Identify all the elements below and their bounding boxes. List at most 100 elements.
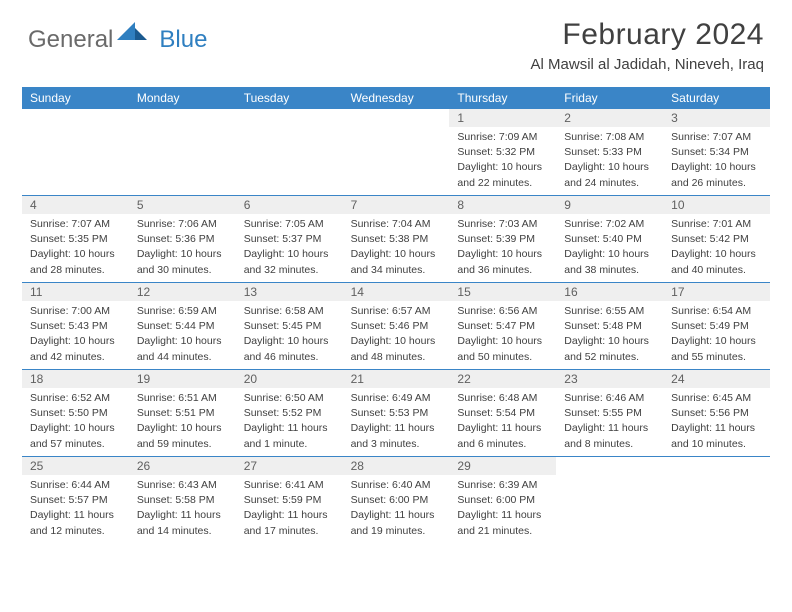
calendar-cell: .	[129, 109, 236, 195]
cell-line-sunset: Sunset: 5:43 PM	[30, 319, 121, 334]
cell-line-sunrise: Sunrise: 6:56 AM	[457, 304, 548, 319]
cell-line-sunrise: Sunrise: 6:48 AM	[457, 391, 548, 406]
calendar-cell: 19Sunrise: 6:51 AMSunset: 5:51 PMDayligh…	[129, 370, 236, 456]
cell-line-sunset: Sunset: 5:45 PM	[244, 319, 335, 334]
calendar-cell: 16Sunrise: 6:55 AMSunset: 5:48 PMDayligh…	[556, 283, 663, 369]
cell-body: Sunrise: 7:01 AMSunset: 5:42 PMDaylight:…	[663, 214, 770, 282]
calendar-week: 4Sunrise: 7:07 AMSunset: 5:35 PMDaylight…	[22, 196, 770, 283]
cell-line-sunrise: Sunrise: 7:04 AM	[351, 217, 442, 232]
calendar-cell: 11Sunrise: 7:00 AMSunset: 5:43 PMDayligh…	[22, 283, 129, 369]
cell-line-daylight1: Daylight: 10 hours	[457, 160, 548, 175]
cell-line-sunset: Sunset: 6:00 PM	[457, 493, 548, 508]
cell-line-daylight2: and 22 minutes.	[457, 176, 548, 191]
cell-line-daylight2: and 52 minutes.	[564, 350, 655, 365]
calendar-cell: 25Sunrise: 6:44 AMSunset: 5:57 PMDayligh…	[22, 457, 129, 543]
location-text: Al Mawsil al Jadidah, Nineveh, Iraq	[531, 56, 764, 73]
cell-date: 6	[236, 196, 343, 214]
calendar-cell: 22Sunrise: 6:48 AMSunset: 5:54 PMDayligh…	[449, 370, 556, 456]
calendar-cell: 17Sunrise: 6:54 AMSunset: 5:49 PMDayligh…	[663, 283, 770, 369]
calendar-cell: 2Sunrise: 7:08 AMSunset: 5:33 PMDaylight…	[556, 109, 663, 195]
cell-line-daylight1: Daylight: 10 hours	[30, 247, 121, 262]
cell-line-daylight1: Daylight: 11 hours	[457, 508, 548, 523]
cell-date: 1	[449, 109, 556, 127]
cell-date: 19	[129, 370, 236, 388]
calendar-cell: 29Sunrise: 6:39 AMSunset: 6:00 PMDayligh…	[449, 457, 556, 543]
cell-line-sunrise: Sunrise: 6:39 AM	[457, 478, 548, 493]
cell-line-daylight1: Daylight: 10 hours	[244, 334, 335, 349]
logo-text-blue: Blue	[159, 26, 207, 54]
cell-line-sunrise: Sunrise: 7:01 AM	[671, 217, 762, 232]
cell-date: 28	[343, 457, 450, 475]
cell-body: Sunrise: 6:46 AMSunset: 5:55 PMDaylight:…	[556, 388, 663, 456]
cell-date: 23	[556, 370, 663, 388]
cell-body: Sunrise: 6:39 AMSunset: 6:00 PMDaylight:…	[449, 475, 556, 543]
cell-body: Sunrise: 6:44 AMSunset: 5:57 PMDaylight:…	[22, 475, 129, 543]
cell-line-daylight1: Daylight: 11 hours	[351, 508, 442, 523]
cell-line-daylight1: Daylight: 10 hours	[671, 247, 762, 262]
cell-line-sunrise: Sunrise: 7:00 AM	[30, 304, 121, 319]
cell-line-sunset: Sunset: 5:39 PM	[457, 232, 548, 247]
cell-line-sunrise: Sunrise: 6:54 AM	[671, 304, 762, 319]
cell-line-sunset: Sunset: 5:40 PM	[564, 232, 655, 247]
cell-line-sunrise: Sunrise: 7:07 AM	[30, 217, 121, 232]
calendar-cell: 26Sunrise: 6:43 AMSunset: 5:58 PMDayligh…	[129, 457, 236, 543]
cell-line-daylight1: Daylight: 11 hours	[564, 421, 655, 436]
cell-line-sunset: Sunset: 5:58 PM	[137, 493, 228, 508]
cell-date: 10	[663, 196, 770, 214]
cell-date: 24	[663, 370, 770, 388]
cell-body: Sunrise: 6:49 AMSunset: 5:53 PMDaylight:…	[343, 388, 450, 456]
calendar-cell: 21Sunrise: 6:49 AMSunset: 5:53 PMDayligh…	[343, 370, 450, 456]
cell-line-sunrise: Sunrise: 6:44 AM	[30, 478, 121, 493]
cell-body: Sunrise: 6:59 AMSunset: 5:44 PMDaylight:…	[129, 301, 236, 369]
cell-line-daylight2: and 10 minutes.	[671, 437, 762, 452]
cell-line-daylight2: and 57 minutes.	[30, 437, 121, 452]
day-header: Sunday	[22, 87, 129, 109]
cell-line-sunset: Sunset: 5:38 PM	[351, 232, 442, 247]
cell-line-sunrise: Sunrise: 6:46 AM	[564, 391, 655, 406]
cell-body: Sunrise: 6:45 AMSunset: 5:56 PMDaylight:…	[663, 388, 770, 456]
cell-line-sunset: Sunset: 5:54 PM	[457, 406, 548, 421]
cell-body: Sunrise: 6:50 AMSunset: 5:52 PMDaylight:…	[236, 388, 343, 456]
cell-line-daylight1: Daylight: 11 hours	[244, 508, 335, 523]
calendar-cell: 20Sunrise: 6:50 AMSunset: 5:52 PMDayligh…	[236, 370, 343, 456]
cell-line-sunrise: Sunrise: 6:49 AM	[351, 391, 442, 406]
cell-line-daylight1: Daylight: 10 hours	[137, 334, 228, 349]
calendar-cell: .	[236, 109, 343, 195]
calendar-week: 25Sunrise: 6:44 AMSunset: 5:57 PMDayligh…	[22, 457, 770, 543]
cell-body: Sunrise: 6:48 AMSunset: 5:54 PMDaylight:…	[449, 388, 556, 456]
cell-line-sunrise: Sunrise: 6:57 AM	[351, 304, 442, 319]
logo-text-general: General	[28, 26, 113, 54]
cell-line-sunset: Sunset: 5:44 PM	[137, 319, 228, 334]
calendar-cell: 27Sunrise: 6:41 AMSunset: 5:59 PMDayligh…	[236, 457, 343, 543]
calendar-cell: 18Sunrise: 6:52 AMSunset: 5:50 PMDayligh…	[22, 370, 129, 456]
cell-body: Sunrise: 6:41 AMSunset: 5:59 PMDaylight:…	[236, 475, 343, 543]
cell-line-daylight2: and 46 minutes.	[244, 350, 335, 365]
calendar-cell: .	[556, 457, 663, 543]
cell-line-daylight1: Daylight: 10 hours	[137, 421, 228, 436]
cell-body: Sunrise: 7:04 AMSunset: 5:38 PMDaylight:…	[343, 214, 450, 282]
cell-line-daylight1: Daylight: 10 hours	[137, 247, 228, 262]
cell-line-daylight2: and 36 minutes.	[457, 263, 548, 278]
day-header: Tuesday	[236, 87, 343, 109]
cell-line-daylight1: Daylight: 11 hours	[244, 421, 335, 436]
cell-line-sunset: Sunset: 5:34 PM	[671, 145, 762, 160]
cell-line-sunrise: Sunrise: 7:02 AM	[564, 217, 655, 232]
calendar-cell: 14Sunrise: 6:57 AMSunset: 5:46 PMDayligh…	[343, 283, 450, 369]
calendar-cell: 12Sunrise: 6:59 AMSunset: 5:44 PMDayligh…	[129, 283, 236, 369]
day-header: Saturday	[663, 87, 770, 109]
cell-date: 5	[129, 196, 236, 214]
cell-line-sunrise: Sunrise: 6:45 AM	[671, 391, 762, 406]
cell-line-sunset: Sunset: 6:00 PM	[351, 493, 442, 508]
calendar-cell: 5Sunrise: 7:06 AMSunset: 5:36 PMDaylight…	[129, 196, 236, 282]
cell-line-sunset: Sunset: 5:42 PM	[671, 232, 762, 247]
cell-date: 15	[449, 283, 556, 301]
cell-body: Sunrise: 7:05 AMSunset: 5:37 PMDaylight:…	[236, 214, 343, 282]
cell-line-daylight2: and 50 minutes.	[457, 350, 548, 365]
cell-date: 3	[663, 109, 770, 127]
cell-body: Sunrise: 6:40 AMSunset: 6:00 PMDaylight:…	[343, 475, 450, 543]
cell-body: Sunrise: 6:55 AMSunset: 5:48 PMDaylight:…	[556, 301, 663, 369]
cell-line-daylight1: Daylight: 11 hours	[351, 421, 442, 436]
cell-line-daylight2: and 1 minute.	[244, 437, 335, 452]
cell-body: Sunrise: 6:58 AMSunset: 5:45 PMDaylight:…	[236, 301, 343, 369]
cell-line-daylight1: Daylight: 10 hours	[351, 247, 442, 262]
